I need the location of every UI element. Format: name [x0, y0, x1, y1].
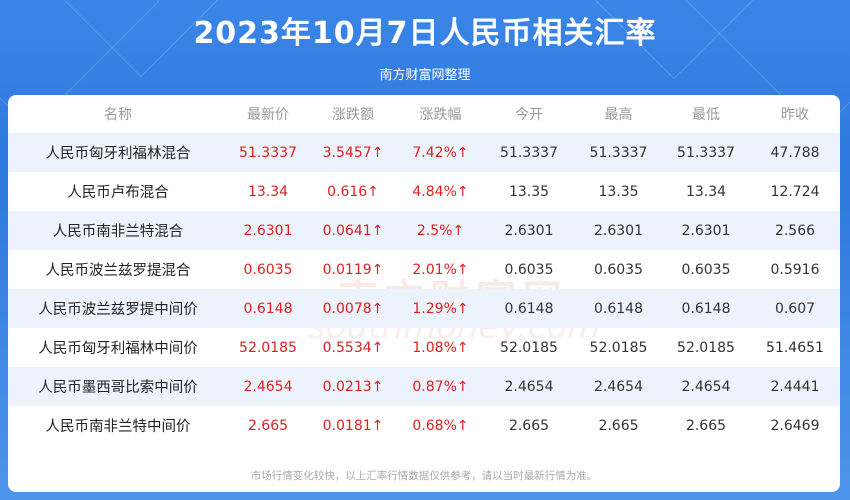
cell-latest: 2.4654: [228, 367, 308, 406]
rates-table: 名称 最新价 涨跌额 涨跌幅 今开 最高 最低 昨收 人民币匈牙利福林混合 51…: [8, 95, 840, 445]
column-header-name: 名称: [104, 107, 132, 123]
table-row: 人民币波兰兹罗提中间价 0.6148 0.0078↑ 1.29%↑ 0.6148…: [8, 289, 840, 328]
cell-prev-close: 47.788: [750, 133, 840, 172]
cell-change: 0.616↑: [327, 183, 379, 200]
cell-open: 51.3337: [483, 133, 575, 172]
table-row: 人民币卢布混合 13.34 0.616↑ 4.84%↑ 13.35 13.35 …: [8, 172, 840, 211]
cell-change: 0.0213↑: [308, 367, 398, 406]
cell-change-pct: 0.68%↑: [412, 417, 469, 434]
cell-change-pct: 1.29%↑: [398, 289, 483, 328]
cell-prev-close: 2.6469: [770, 417, 820, 434]
table-row: 人民币匈牙利福林中间价 52.0185 0.5534↑ 1.08%↑ 52.01…: [8, 328, 840, 367]
cell-change-pct: 2.01%↑: [412, 261, 469, 278]
cell-prev-close: 2.4441: [750, 367, 840, 406]
cell-change: 3.5457↑: [308, 133, 398, 172]
cell-change: 0.0078↑: [308, 289, 398, 328]
table-row: 人民币南非兰特中间价 2.665 0.0181↑ 0.68%↑ 2.665 2.…: [8, 406, 840, 445]
column-header-low: 最低: [692, 107, 720, 123]
cell-high: 2.6301: [575, 211, 662, 250]
cell-high: 51.3337: [575, 133, 662, 172]
cell-latest: 52.0185: [239, 339, 297, 356]
cell-change: 0.0119↑: [322, 261, 384, 278]
cell-name: 人民币波兰兹罗提中间价: [8, 289, 228, 328]
cell-name: 人民币南非兰特中间价: [45, 419, 191, 435]
column-header-change-pct: 涨跌幅: [419, 107, 462, 123]
cell-low: 2.6301: [662, 211, 750, 250]
cell-high: 0.6148: [575, 289, 662, 328]
cell-low: 2.665: [685, 417, 727, 434]
cell-name: 人民币墨西哥比索中间价: [8, 367, 228, 406]
cell-prev-close: 0.607: [750, 289, 840, 328]
cell-open: 0.6148: [483, 289, 575, 328]
cell-latest: 2.665: [247, 417, 289, 434]
page-subtitle: 南方财富网整理: [379, 68, 471, 83]
footer-disclaimer: 市场行情变化较快，以上汇率行情数据仅供参考，请以当时最新行情为准。: [250, 470, 598, 482]
cell-open: 0.6035: [504, 261, 554, 278]
page-title: 2023年10月7日人民币相关汇率: [193, 16, 657, 51]
cell-change-pct: 4.84%↑: [412, 183, 469, 200]
column-header-change: 涨跌额: [332, 107, 374, 123]
cell-low: 52.0185: [677, 339, 735, 356]
cell-low: 0.6035: [681, 261, 731, 278]
column-header-latest: 最新价: [247, 107, 289, 123]
cell-high: 0.6035: [594, 261, 643, 278]
table-row: 人民币波兰兹罗提混合 0.6035 0.0119↑ 2.01%↑ 0.6035 …: [8, 250, 840, 289]
cell-low: 0.6148: [662, 289, 750, 328]
cell-high: 2.665: [598, 417, 639, 434]
cell-name: 人民币南非兰特混合: [8, 211, 228, 250]
rates-panel: 南方财富网 southmoney.com 名称 最新价 涨跌额 涨跌幅 今开 最…: [8, 95, 840, 492]
cell-name: 人民币卢布混合: [67, 185, 169, 201]
table-header-row: 名称 最新价 涨跌额 涨跌幅 今开 最高 最低 昨收: [8, 95, 840, 133]
cell-high: 52.0185: [589, 339, 648, 356]
column-header-prev-close: 昨收: [781, 107, 809, 123]
cell-low: 2.4654: [662, 367, 750, 406]
cell-change-pct: 0.87%↑: [398, 367, 483, 406]
cell-low: 51.3337: [662, 133, 750, 172]
table-row: 人民币墨西哥比索中间价 2.4654 0.0213↑ 0.87%↑ 2.4654…: [8, 367, 840, 406]
cell-latest: 13.34: [247, 183, 289, 200]
table-row: 人民币南非兰特混合 2.6301 0.0641↑ 2.5%↑ 2.6301 2.…: [8, 211, 840, 250]
cell-latest: 51.3337: [228, 133, 308, 172]
cell-name: 人民币匈牙利福林混合: [8, 133, 228, 172]
cell-change: 0.0641↑: [308, 211, 398, 250]
cell-open: 2.665: [508, 417, 550, 434]
cell-high: 2.4654: [575, 367, 662, 406]
cell-latest: 0.6148: [228, 289, 308, 328]
cell-high: 13.35: [598, 183, 639, 200]
cell-prev-close: 2.566: [750, 211, 840, 250]
column-header-open: 今开: [515, 107, 543, 123]
cell-open: 52.0185: [500, 339, 558, 356]
cell-change-pct: 7.42%↑: [398, 133, 483, 172]
cell-change-pct: 1.08%↑: [412, 339, 469, 356]
cell-prev-close: 12.724: [770, 183, 820, 200]
table-row: 人民币匈牙利福林混合 51.3337 3.5457↑ 7.42%↑ 51.333…: [8, 133, 840, 172]
cell-change: 0.0181↑: [322, 417, 384, 434]
cell-prev-close: 51.4651: [766, 339, 824, 356]
cell-name: 人民币波兰兹罗提混合: [45, 263, 191, 279]
cell-open: 2.6301: [483, 211, 575, 250]
cell-name: 人民币匈牙利福林中间价: [38, 341, 198, 357]
column-header-high: 最高: [604, 107, 633, 123]
cell-latest: 2.6301: [228, 211, 308, 250]
cell-change: 0.5534↑: [322, 339, 384, 356]
cell-low: 13.34: [685, 183, 727, 200]
cell-latest: 0.6035: [243, 261, 293, 278]
cell-prev-close: 0.5916: [770, 261, 820, 278]
cell-open: 2.4654: [483, 367, 575, 406]
cell-open: 13.35: [508, 183, 550, 200]
cell-change-pct: 2.5%↑: [398, 211, 483, 250]
